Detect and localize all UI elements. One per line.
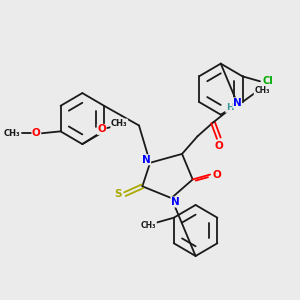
Text: Cl: Cl bbox=[262, 76, 273, 86]
Text: CH₃: CH₃ bbox=[254, 85, 270, 94]
Text: O: O bbox=[214, 141, 223, 151]
Text: N: N bbox=[171, 197, 180, 207]
Text: CH₃: CH₃ bbox=[141, 221, 156, 230]
Text: CH₃: CH₃ bbox=[111, 119, 128, 128]
Text: N: N bbox=[142, 155, 151, 165]
Text: N: N bbox=[233, 98, 242, 108]
Text: O: O bbox=[212, 169, 221, 179]
Text: O: O bbox=[97, 124, 106, 134]
Text: S: S bbox=[114, 189, 122, 199]
Text: H: H bbox=[226, 103, 233, 112]
Text: CH₃: CH₃ bbox=[4, 129, 20, 138]
Text: O: O bbox=[32, 128, 41, 138]
